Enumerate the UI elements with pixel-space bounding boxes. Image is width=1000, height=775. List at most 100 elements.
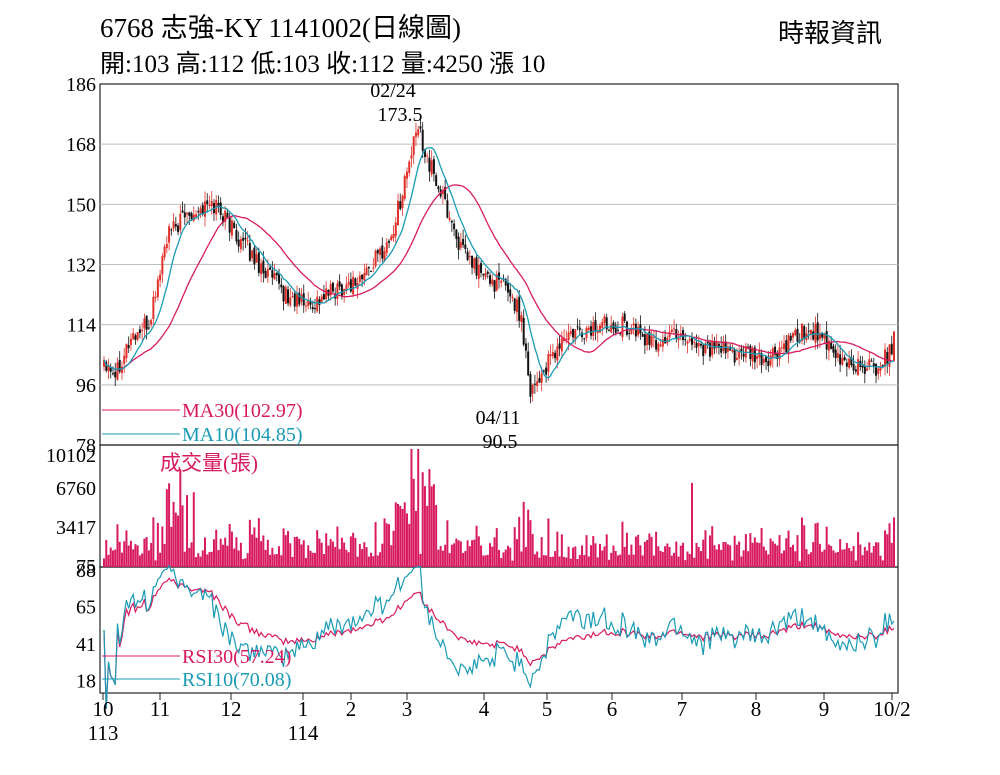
candle-body xyxy=(224,210,227,223)
volume-bar xyxy=(441,550,444,567)
volume-bar xyxy=(141,553,144,567)
candle-body xyxy=(812,331,815,340)
volume-bar xyxy=(219,538,222,567)
candle-body xyxy=(574,329,577,340)
ma10-line xyxy=(103,147,895,379)
candle-body xyxy=(875,363,878,376)
candle-body xyxy=(789,335,792,341)
price-tick-label: 168 xyxy=(66,134,96,156)
price-y-ticks: 186 168 150 132 114 96 78 xyxy=(66,74,96,457)
candle-body xyxy=(540,373,543,383)
volume-bar xyxy=(733,535,736,567)
volume-bar xyxy=(271,547,274,567)
candle-body xyxy=(217,202,220,206)
candle-body xyxy=(742,353,745,357)
x-month-label: 1 xyxy=(298,697,309,721)
volume-bar xyxy=(533,554,536,567)
volume-bar xyxy=(284,535,287,567)
candle-body xyxy=(388,240,391,243)
candle-body xyxy=(156,279,159,298)
volume-bar xyxy=(298,538,301,567)
candle-body xyxy=(796,328,799,342)
candle-body xyxy=(783,343,786,350)
volume-bar xyxy=(177,515,180,567)
quote-line: 開:103 高:112 低:103 收:112 量:4250 漲 10 xyxy=(100,50,545,78)
candle-body xyxy=(264,270,267,279)
volume-bar xyxy=(556,531,559,567)
candle-body xyxy=(428,157,431,172)
candle-body xyxy=(372,267,375,269)
candle-body xyxy=(547,354,550,372)
candle-body xyxy=(852,363,855,371)
candle-body xyxy=(444,187,447,199)
volume-bar xyxy=(572,547,575,567)
volume-bar xyxy=(192,492,195,567)
candle-body xyxy=(462,239,465,245)
volume-bar xyxy=(711,526,714,567)
volume-bar xyxy=(318,538,321,567)
candle-body xyxy=(103,359,105,367)
volume-bar xyxy=(515,539,518,567)
candle-body xyxy=(872,363,875,367)
candle-body xyxy=(177,225,180,233)
volume-bar xyxy=(224,537,227,567)
volume-bar xyxy=(857,532,860,567)
candle-body xyxy=(551,352,554,357)
candle-body xyxy=(702,344,705,357)
candle-body xyxy=(623,313,626,321)
volume-bar xyxy=(289,543,292,567)
volume-bar xyxy=(331,541,334,567)
volume-bar xyxy=(457,540,460,567)
volume-bar xyxy=(893,517,895,567)
volume-bar xyxy=(729,545,732,567)
volume-bar xyxy=(830,545,833,567)
ma30-legend: MA30(102.97) xyxy=(182,400,303,422)
candle-body xyxy=(253,247,256,265)
candle-body xyxy=(664,336,667,344)
volume-bar xyxy=(502,552,505,567)
annotation-high-value: 173.5 xyxy=(378,104,423,126)
volume-bar xyxy=(848,548,851,567)
volume-bar xyxy=(536,551,539,567)
candle-body xyxy=(614,325,617,333)
candle-body xyxy=(726,346,729,352)
volume-bar xyxy=(789,547,792,567)
volume-bar xyxy=(616,555,619,567)
x-month-label: 6 xyxy=(607,697,618,721)
candle-body xyxy=(821,333,824,338)
volume-bar xyxy=(854,560,857,567)
price-tick-label: 150 xyxy=(66,194,96,216)
volume-bar xyxy=(282,528,285,567)
volume-bar xyxy=(500,558,503,567)
candle-body xyxy=(228,217,231,233)
volume-bar xyxy=(706,558,709,567)
volume-bar xyxy=(437,549,440,567)
candle-body xyxy=(320,296,323,303)
volume-bar xyxy=(228,523,231,567)
candle-body xyxy=(780,347,783,349)
volume-bar xyxy=(875,542,878,567)
candle-body xyxy=(787,335,790,355)
candle-body xyxy=(430,160,433,175)
candle-body xyxy=(340,284,343,297)
volume-bar xyxy=(888,523,891,567)
volume-bar xyxy=(475,525,478,567)
candle-body xyxy=(529,374,532,397)
candle-body xyxy=(361,274,364,280)
candle-body xyxy=(542,370,545,372)
candle-body xyxy=(170,229,173,231)
volume-bar xyxy=(780,553,783,567)
candle-body xyxy=(255,254,258,263)
volume-bar xyxy=(650,536,653,567)
candle-body xyxy=(774,346,777,355)
candle-body xyxy=(560,338,563,352)
candle-body xyxy=(765,356,768,363)
candle-body xyxy=(740,348,743,353)
candle-body xyxy=(715,341,718,349)
volume-bar xyxy=(343,542,346,567)
volume-bar xyxy=(125,530,128,567)
volume-bar xyxy=(513,527,516,567)
volume-bar xyxy=(462,552,465,567)
volume-bar xyxy=(596,557,599,567)
